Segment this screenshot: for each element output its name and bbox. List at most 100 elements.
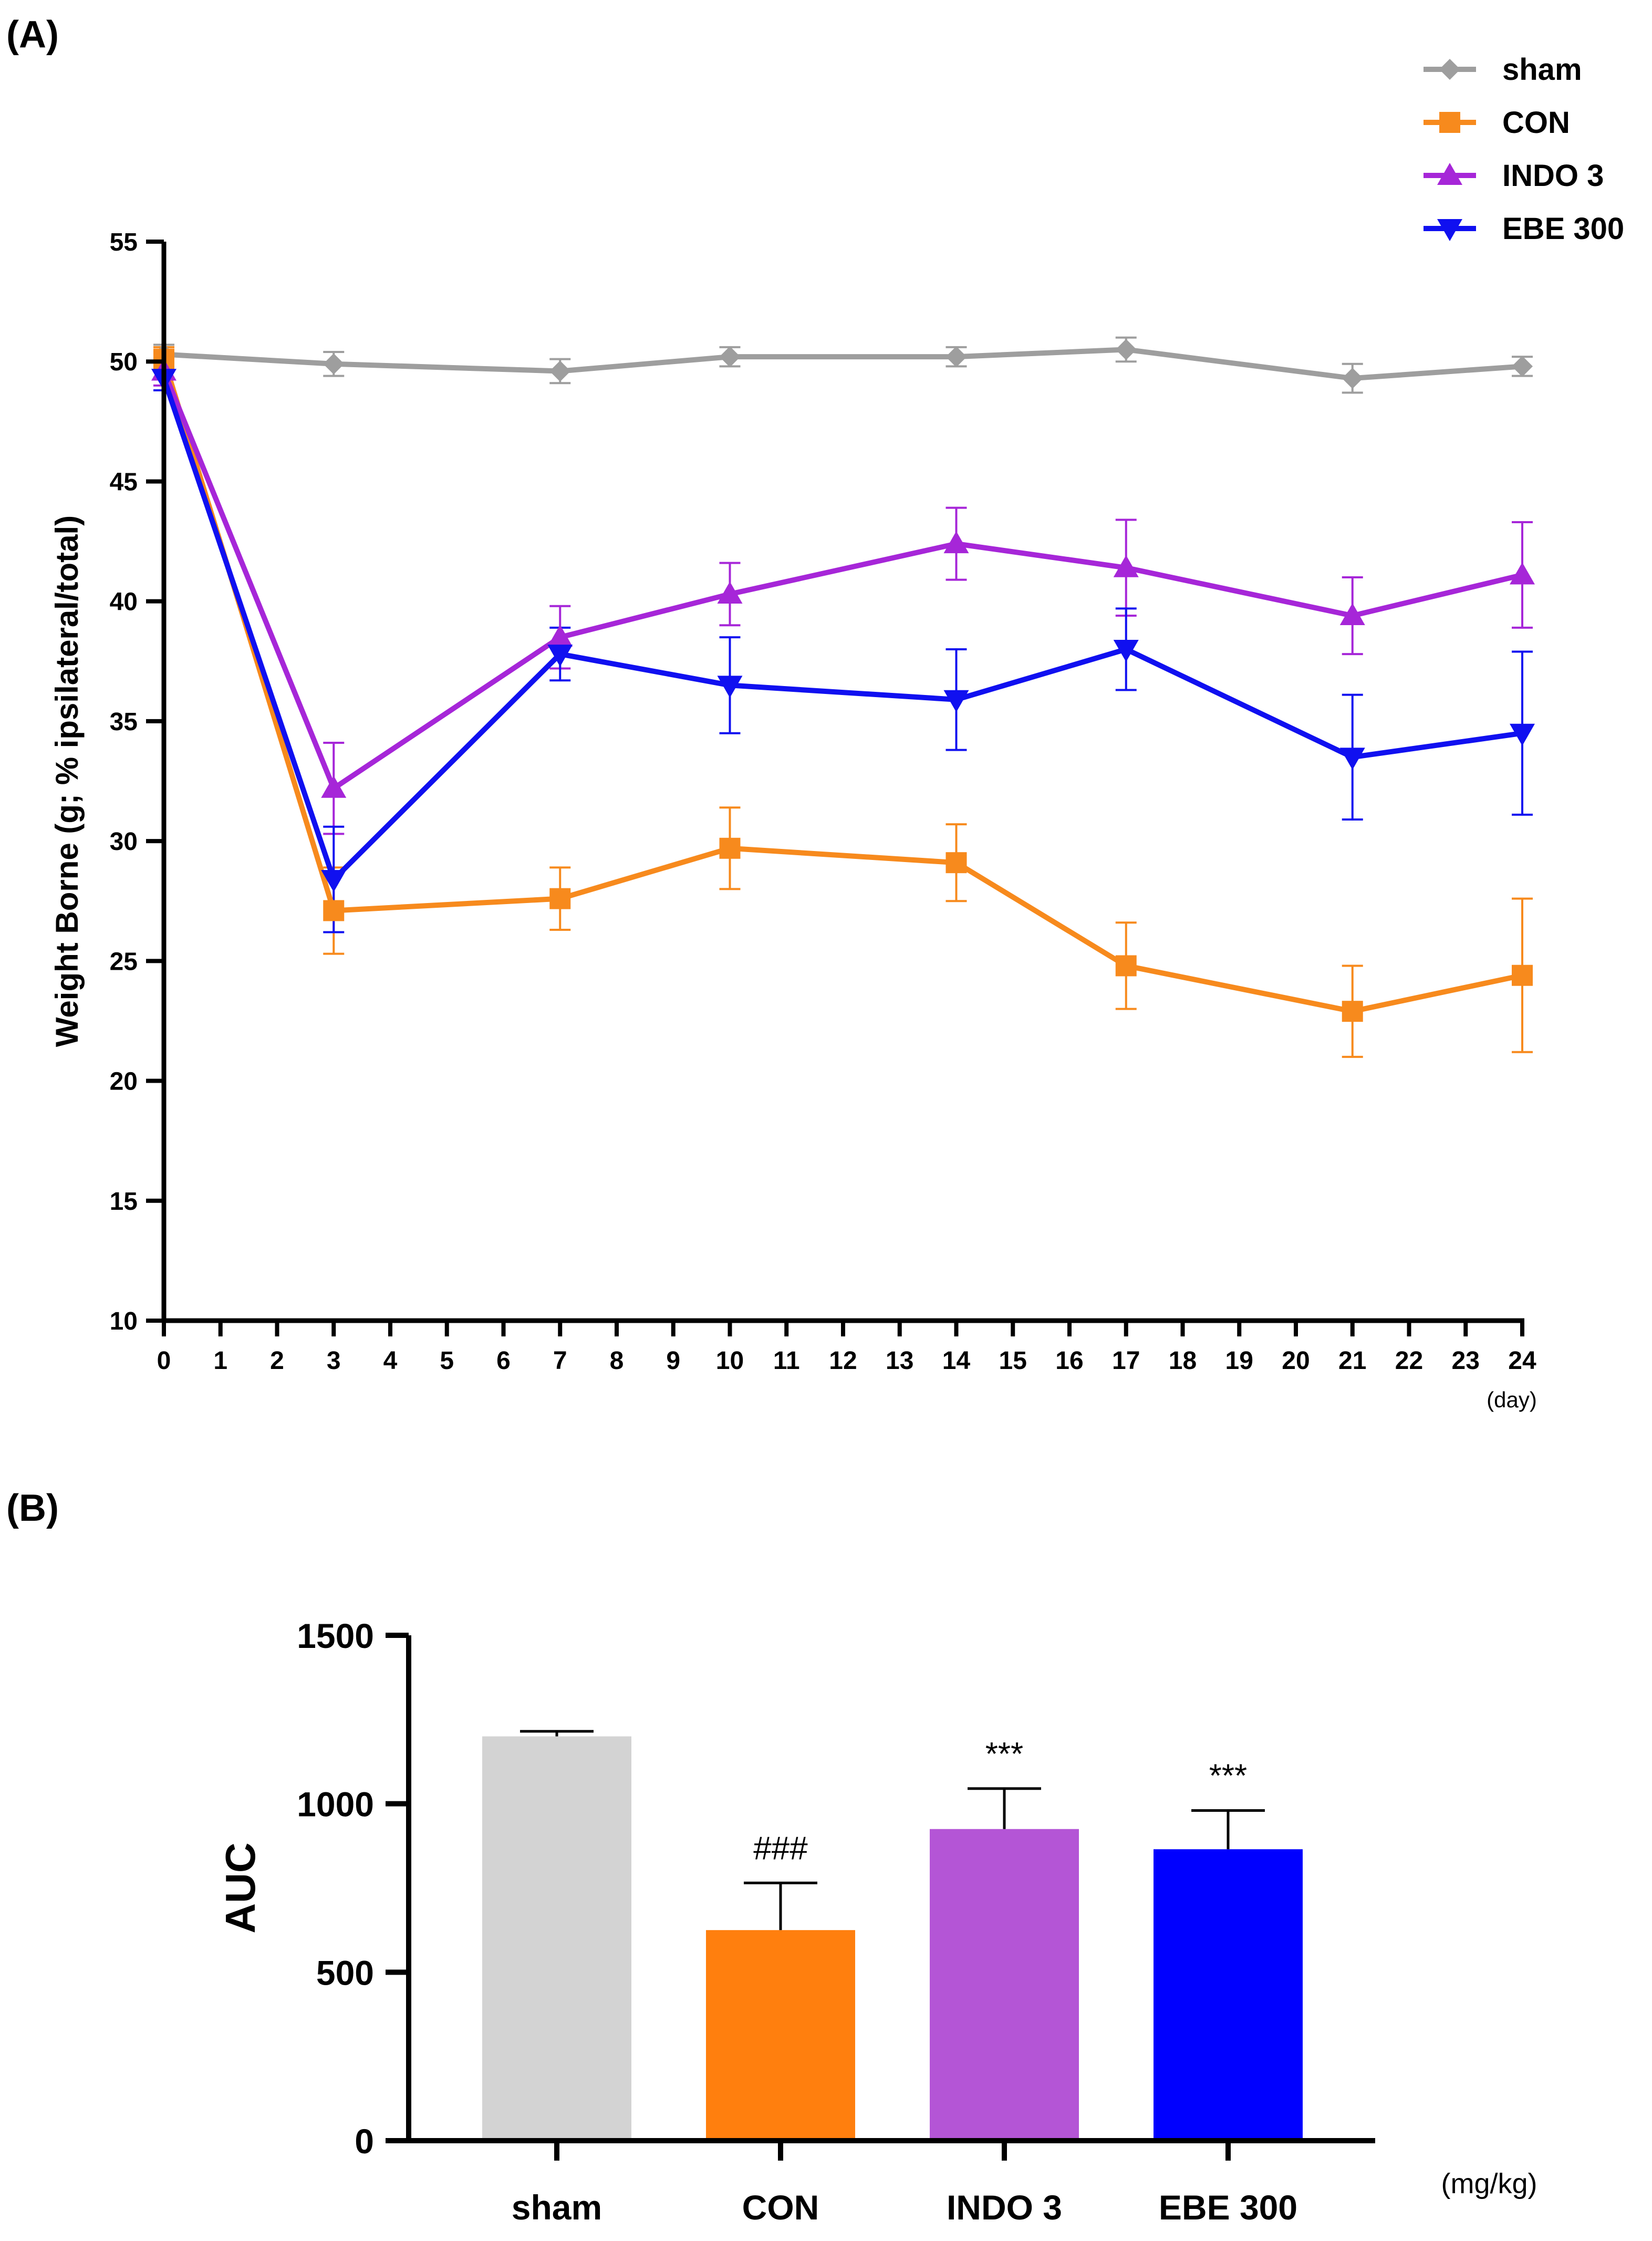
bar-sham xyxy=(482,1736,631,2141)
data-point-con xyxy=(1512,964,1533,986)
data-point-sham xyxy=(1512,356,1533,377)
data-point-sham xyxy=(719,346,741,368)
legend-marker-sham xyxy=(1439,59,1460,80)
data-point-indo-3 xyxy=(547,625,573,647)
data-point-ebe-300 xyxy=(547,645,573,667)
data-point-con xyxy=(719,837,741,859)
series-line-con xyxy=(161,358,1523,1014)
legend-label-con: CON xyxy=(1502,106,1570,140)
x-tick-label: 0 xyxy=(157,1347,171,1375)
x-tick-label: 1 xyxy=(213,1347,227,1375)
y-tick-label: 40 xyxy=(110,588,138,616)
data-point-con xyxy=(549,888,571,909)
bar-con xyxy=(706,1930,855,2141)
bar-chart-error-bars xyxy=(520,1730,1265,1931)
significance-annotation-con: ### xyxy=(753,1830,808,1866)
bar-x-tick-label-indo-3: INDO 3 xyxy=(947,2188,1062,2227)
legend-marker-ebe-300 xyxy=(1437,219,1462,241)
bar-ebe-300 xyxy=(1154,1849,1303,2141)
x-tick-label: 23 xyxy=(1452,1347,1480,1375)
x-tick-label: 13 xyxy=(886,1347,913,1375)
bar-chart-y-axis-label: AUC xyxy=(217,1842,264,1933)
series-line-indo-3 xyxy=(161,370,1523,791)
legend-marker-con xyxy=(1439,112,1460,133)
x-tick-label: 6 xyxy=(496,1347,511,1375)
x-tick-label: 15 xyxy=(999,1347,1027,1375)
bar-x-tick-label-con: CON xyxy=(742,2188,819,2227)
data-point-sham xyxy=(1115,339,1137,360)
legend: sham CON INDO 3 EBE 300 xyxy=(1424,53,1624,246)
x-tick-label: 16 xyxy=(1055,1347,1083,1375)
data-point-ebe-300 xyxy=(717,676,743,698)
data-point-sham xyxy=(549,360,571,382)
x-tick-label: 8 xyxy=(610,1347,624,1375)
bar-y-tick-label: 0 xyxy=(355,2122,374,2161)
bar-x-tick-label-sham: sham xyxy=(512,2188,602,2227)
data-point-indo-3 xyxy=(321,775,347,798)
data-point-indo-3 xyxy=(1510,562,1535,585)
y-tick-label: 15 xyxy=(110,1188,138,1216)
y-tick-label: 35 xyxy=(110,708,138,736)
line-chart-markers xyxy=(151,339,1535,1022)
legend-label-ebe-300: EBE 300 xyxy=(1502,212,1624,246)
data-point-con xyxy=(1342,1001,1363,1022)
legend-label-indo-3: INDO 3 xyxy=(1502,159,1604,193)
data-point-indo-3 xyxy=(1339,603,1365,626)
x-tick-label: 17 xyxy=(1112,1347,1140,1375)
x-tick-label: 3 xyxy=(327,1347,341,1375)
line-chart-x-unit-label: (day) xyxy=(1487,1387,1537,1412)
line-chart-y-axis-label: Weight Borne (g; % ipsilateral/total) xyxy=(49,515,85,1047)
x-tick-label: 20 xyxy=(1282,1347,1310,1375)
bar-x-tick-label-ebe-300: EBE 300 xyxy=(1159,2188,1297,2227)
line-chart-error-bars xyxy=(153,336,1533,1058)
x-tick-label: 14 xyxy=(942,1347,971,1375)
data-point-sham xyxy=(1342,368,1363,389)
data-point-indo-3 xyxy=(943,531,969,554)
data-point-sham xyxy=(323,353,345,375)
x-tick-label: 19 xyxy=(1225,1347,1253,1375)
legend-marker-indo-3 xyxy=(1437,163,1462,185)
series-line-sham xyxy=(163,347,1523,381)
bar-chart-bars xyxy=(482,1736,1303,2141)
data-point-indo-3 xyxy=(1113,555,1139,577)
y-tick-label: 55 xyxy=(110,229,138,256)
y-tick-label: 25 xyxy=(110,948,138,976)
x-tick-label: 5 xyxy=(440,1347,454,1375)
panel-b-label: (B) xyxy=(6,1487,59,1529)
x-tick-label: 2 xyxy=(270,1347,284,1375)
x-tick-label: 11 xyxy=(773,1347,800,1375)
significance-annotation-indo-3: *** xyxy=(985,1736,1023,1772)
line-chart-series-lines xyxy=(161,347,1523,1014)
data-point-con xyxy=(323,900,345,921)
data-point-indo-3 xyxy=(717,581,743,604)
y-tick-label: 20 xyxy=(110,1068,138,1096)
data-point-ebe-300 xyxy=(321,870,347,893)
y-tick-label: 10 xyxy=(110,1308,138,1335)
series-line-ebe-300 xyxy=(161,377,1523,883)
data-point-sham xyxy=(946,346,967,368)
x-tick-label: 22 xyxy=(1395,1347,1423,1375)
x-tick-label: 7 xyxy=(553,1347,567,1375)
bar-chart: 0 500 1000 1500 sham CON ### INDO 3 *** EBE 300 **… xyxy=(217,1616,1537,2227)
data-point-con xyxy=(1115,955,1137,977)
x-tick-label: 10 xyxy=(716,1347,744,1375)
bar-chart-axes: 0 500 1000 1500 sham CON ### INDO 3 *** EBE 300 **… xyxy=(297,1616,1375,2227)
x-tick-label: 18 xyxy=(1169,1347,1197,1375)
x-tick-label: 4 xyxy=(383,1347,398,1375)
bar-chart-x-unit-label: (mg/kg) xyxy=(1441,2168,1537,2200)
y-tick-label: 50 xyxy=(110,348,138,376)
x-tick-label: 24 xyxy=(1508,1347,1536,1375)
data-point-ebe-300 xyxy=(1113,639,1139,662)
legend-label-sham: sham xyxy=(1502,53,1582,87)
significance-annotation-ebe-300: *** xyxy=(1209,1758,1247,1794)
bar-y-tick-label: 1000 xyxy=(297,1785,374,1824)
bar-indo-3 xyxy=(930,1829,1079,2141)
bar-y-tick-label: 500 xyxy=(316,1953,374,1992)
x-tick-label: 21 xyxy=(1338,1347,1366,1375)
data-point-ebe-300 xyxy=(1339,748,1365,770)
y-tick-label: 30 xyxy=(110,828,138,856)
x-tick-label: 12 xyxy=(829,1347,857,1375)
data-point-ebe-300 xyxy=(943,690,969,712)
